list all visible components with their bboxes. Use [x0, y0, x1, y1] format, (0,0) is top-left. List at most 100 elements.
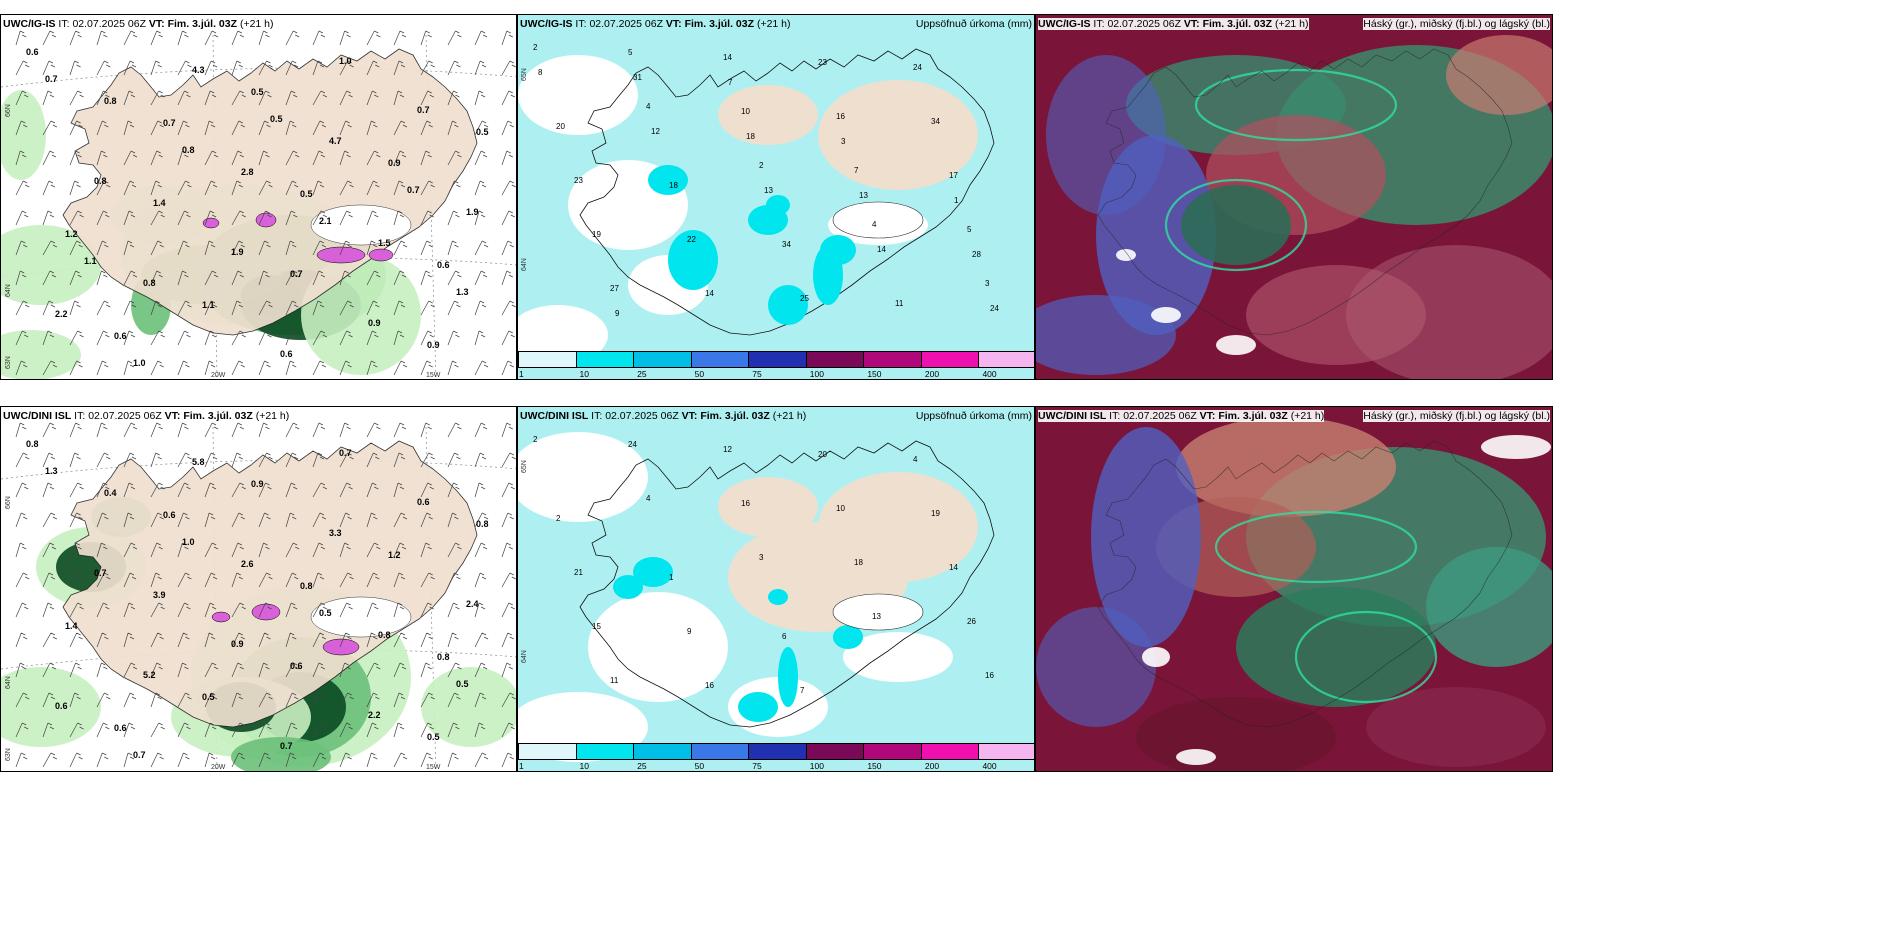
colorbar-swatch — [690, 743, 750, 760]
value-label: 3.3 — [329, 528, 342, 538]
value-label: 16 — [836, 112, 845, 121]
cloud-layer — [1176, 417, 1396, 517]
cloud-layer — [1446, 35, 1552, 115]
value-label: 0.9 — [388, 158, 401, 168]
map-panel-ig-is-wind: 66N 64N 63N 20W 15W 0.6 0.7 0.5 0.6 0.6 0.5 0.9 1.2 1… — [0, 14, 517, 380]
value-label: 4 — [646, 102, 651, 111]
value-label: 0.6 — [55, 701, 68, 711]
precip-blob — [231, 737, 331, 771]
value-label: 5 — [628, 48, 633, 57]
value-label: 0.6 — [417, 497, 430, 507]
value-label: 19 — [931, 509, 940, 518]
colorbar-tick: 50 — [694, 761, 705, 771]
value-label: 2.2 — [55, 309, 68, 319]
value-label: 20 — [556, 122, 565, 131]
colorbar-tick: 100 — [809, 369, 824, 379]
colorbar-swatch — [748, 351, 807, 368]
colorbar-swatch — [518, 743, 577, 760]
axis-label: 66N — [5, 496, 12, 509]
value-label: 0.8 — [476, 519, 489, 529]
colorbar-tick: 1 — [519, 369, 524, 379]
colorbar-swatch — [633, 351, 692, 368]
axis-label: 15W — [426, 372, 441, 379]
panel-title: UWC/IG-IS IT: 02.07.2025 06Z VT: Fim. 3.… — [1038, 18, 1309, 30]
colorbar-swatch — [920, 351, 980, 368]
value-label: 13 — [859, 191, 868, 200]
panel-title: UWC/DINI ISL IT: 02.07.2025 06Z VT: Fim.… — [3, 410, 290, 422]
panel-title: UWC/IG-IS IT: 02.07.2025 06Z VT: Fim. 3.… — [520, 18, 791, 30]
value-label: 0.7 — [339, 448, 352, 458]
value-label: 0.4 — [104, 488, 117, 498]
value-label: 0.7 — [94, 568, 107, 578]
colorbar-tick: 75 — [752, 369, 762, 379]
axis-label: 63N — [5, 748, 12, 761]
value-label: 1 — [669, 573, 674, 582]
iceland-land — [62, 48, 478, 336]
value-label: 16 — [705, 681, 714, 690]
axis-label: 20W — [211, 372, 226, 379]
value-label: 21 — [574, 568, 583, 577]
colorbar-tick: 50 — [694, 369, 705, 379]
value-label: 5.8 — [192, 457, 205, 467]
value-label: 3 — [759, 553, 764, 562]
value-label: 4.7 — [329, 136, 342, 146]
cloud-layer — [1091, 427, 1201, 647]
map-panel-ig-is-precip: 65N 64N 2 4 2 4 3 5 10 7 5 27 14 16 17 19 14 23 34 23 22 25 24… — [517, 14, 1035, 380]
clear-sky — [1116, 249, 1256, 355]
value-label: 1.0 — [133, 358, 146, 368]
value-label: 18 — [854, 558, 863, 567]
colorbar-swatch — [748, 743, 807, 760]
value-label: 24 — [990, 304, 999, 313]
cloud-cover-map — [1036, 407, 1552, 771]
axis-label: 63N — [5, 356, 12, 369]
value-label: 0.9 — [251, 479, 264, 489]
value-label: 0.6 — [26, 47, 39, 57]
value-label: 0.5 — [456, 679, 469, 689]
glacier — [310, 204, 412, 246]
value-label: 0.5 — [300, 189, 313, 199]
value-label: 0.7 — [407, 185, 420, 195]
value-label: 1.9 — [466, 207, 479, 217]
value-label: 19 — [592, 230, 601, 239]
value-label: 0.5 — [427, 732, 440, 742]
heavy-precip — [368, 248, 394, 262]
value-label: 0.9 — [368, 318, 381, 328]
value-label: 4.3 — [192, 65, 205, 75]
value-label: 13 — [872, 612, 881, 621]
value-labels: 2424351075271416171914233423222524201834… — [533, 43, 999, 318]
panel-title: UWC/IG-IS IT: 02.07.2025 06Z VT: Fim. 3.… — [3, 18, 274, 30]
map-panel-ig-is-cloud: UWC/IG-IS IT: 02.07.2025 06Z VT: Fim. 3.… — [1035, 14, 1553, 380]
colorbar-tick: 25 — [637, 761, 647, 771]
value-label: 0.8 — [300, 581, 313, 591]
value-label: 0.6 — [437, 260, 450, 270]
value-label: 0.5 — [251, 87, 264, 97]
value-label: 9 — [615, 309, 620, 318]
value-label: 1.4 — [65, 621, 78, 631]
colorbar-swatch — [633, 743, 692, 760]
iceland-outline — [579, 48, 995, 336]
value-label: 0.9 — [427, 340, 440, 350]
value-label: 11 — [895, 299, 904, 308]
heavy-precip — [322, 638, 360, 656]
value-label: 0.8 — [143, 278, 156, 288]
value-label: 4 — [646, 494, 651, 503]
panel-title: UWC/DINI ISL IT: 02.07.2025 06Z VT: Fim.… — [520, 410, 807, 422]
precip-blob — [1, 667, 101, 747]
value-label: 12 — [723, 445, 732, 454]
land-dry — [718, 80, 978, 190]
precip-10-25 — [613, 557, 863, 722]
value-label: 3 — [841, 137, 846, 146]
colorbar-swatch — [690, 351, 750, 368]
precip-blob — [421, 667, 516, 747]
glacier — [832, 593, 924, 631]
value-label: 0.5 — [319, 608, 332, 618]
dry-areas — [518, 432, 953, 762]
value-label: 22 — [687, 235, 696, 244]
heavy-precip — [251, 603, 281, 621]
value-label: 0.8 — [94, 176, 107, 186]
iceland-outline — [1097, 48, 1513, 336]
value-label: 1.4 — [153, 198, 166, 208]
value-label: 0.8 — [182, 145, 195, 155]
